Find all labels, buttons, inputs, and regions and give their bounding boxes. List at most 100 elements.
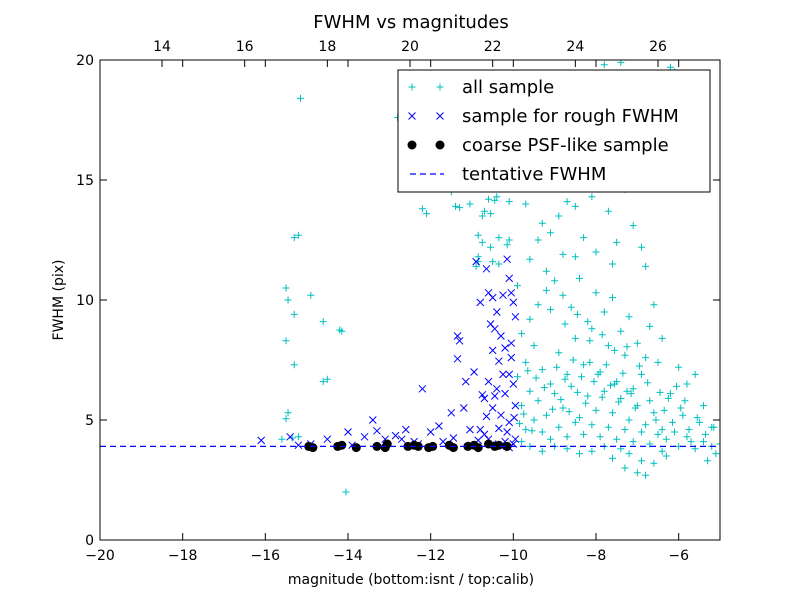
rough-fwhm-point xyxy=(449,434,458,442)
all-sample-point xyxy=(571,418,579,426)
all-sample-point xyxy=(592,406,600,414)
rough-fwhm-point xyxy=(397,435,406,444)
all-sample-point xyxy=(423,210,431,218)
all-sample-point xyxy=(451,202,459,210)
rough-fwhm-point xyxy=(344,428,352,436)
all-sample-point xyxy=(542,411,550,419)
axes: −20 −18 −16 −14 −12 −10 −8 −6 14 16 18 20 22 24 26 0 5 10… xyxy=(76,39,720,564)
rough-fwhm-point xyxy=(368,416,377,424)
y-tick-label: 15 xyxy=(76,173,94,189)
x-tick-label: −20 xyxy=(85,548,115,564)
all-sample-point xyxy=(693,414,701,422)
rough-fwhm-point xyxy=(391,431,400,440)
all-sample-point xyxy=(623,387,631,395)
all-sample-point xyxy=(621,464,629,472)
coarse-psf-point xyxy=(337,440,347,450)
all-sample-point xyxy=(526,387,534,395)
all-sample-point xyxy=(604,423,612,431)
legend-entry-label: all sample xyxy=(462,77,554,98)
top-x-tick-label: 20 xyxy=(401,39,419,55)
x-tick-label: −18 xyxy=(168,548,198,564)
all-sample-point xyxy=(513,282,521,290)
all-sample-point xyxy=(642,262,650,270)
all-sample-point xyxy=(559,291,567,299)
top-x-tick-label: 26 xyxy=(649,39,667,55)
all-sample-point xyxy=(611,380,619,388)
all-sample-point xyxy=(534,236,542,244)
all-sample-point xyxy=(540,384,548,392)
all-sample-point xyxy=(555,212,563,220)
all-sample-point xyxy=(660,406,668,414)
all-sample-point xyxy=(530,416,538,424)
coarse-psf-point xyxy=(382,439,392,449)
rough-fwhm-point xyxy=(418,384,427,393)
all-sample-point xyxy=(495,234,503,242)
rough-fwhm-point xyxy=(488,346,497,355)
all-sample-point xyxy=(436,83,444,91)
all-sample-point xyxy=(518,330,526,338)
rough-fwhm-point xyxy=(426,428,435,436)
rough-fwhm-point xyxy=(511,435,520,444)
plot-area xyxy=(100,60,720,496)
all-sample-point xyxy=(571,334,579,342)
all-sample-point xyxy=(594,370,602,378)
all-sample-point xyxy=(633,469,641,477)
all-sample-point xyxy=(629,438,637,446)
all-sample-point xyxy=(505,236,513,244)
all-sample-point xyxy=(557,396,565,404)
all-sample-point xyxy=(571,202,579,210)
coarse-psf-point xyxy=(448,443,458,453)
all-sample-point xyxy=(646,322,654,330)
coarse-psf-point xyxy=(308,443,318,453)
rough-fwhm-point xyxy=(497,411,505,420)
all-sample-point xyxy=(625,313,633,321)
coarse-psf-point xyxy=(502,441,512,451)
all-sample-point xyxy=(613,238,621,246)
all-sample-point xyxy=(592,248,600,256)
all-sample-point xyxy=(679,411,687,419)
x-tick-label: −14 xyxy=(333,548,363,564)
all-sample-point xyxy=(675,363,683,371)
all-sample-point xyxy=(635,362,643,370)
coarse-psf-point xyxy=(494,440,504,450)
all-sample-point xyxy=(551,390,559,398)
all-sample-point xyxy=(319,318,327,326)
all-sample-point xyxy=(654,358,662,366)
all-sample-point xyxy=(658,426,666,434)
all-sample-point xyxy=(563,433,571,441)
all-sample-point xyxy=(588,325,596,333)
all-sample-point xyxy=(617,394,625,402)
legend-coarse-marker xyxy=(407,140,417,150)
rough-fwhm-point xyxy=(507,288,516,297)
all-sample-point xyxy=(491,196,499,204)
coarse-psf-point xyxy=(413,441,423,451)
all-sample-point xyxy=(522,358,530,366)
all-sample-point xyxy=(563,445,571,453)
x-tick-label: −6 xyxy=(668,548,689,564)
rough-fwhm-point xyxy=(499,370,507,379)
all-sample-point xyxy=(532,374,540,382)
all-sample-point xyxy=(555,349,563,357)
all-sample-point xyxy=(534,397,542,405)
all-sample-point xyxy=(571,253,579,261)
all-sample-point xyxy=(278,435,286,443)
all-sample-point xyxy=(646,440,654,448)
all-sample-point xyxy=(586,337,594,345)
all-sample-point xyxy=(294,433,302,441)
all-sample-point xyxy=(588,421,596,429)
all-sample-point xyxy=(418,205,426,213)
rough-fwhm-point xyxy=(488,404,497,412)
all-sample-point xyxy=(668,418,676,426)
all-sample-point xyxy=(282,337,290,345)
all-sample-point xyxy=(716,440,720,448)
all-sample-point xyxy=(489,258,497,266)
all-sample-point xyxy=(284,296,292,304)
all-sample-point xyxy=(666,390,674,398)
all-sample-point xyxy=(338,327,346,335)
rough-fwhm-point xyxy=(490,392,499,400)
all-sample-point xyxy=(600,387,608,395)
all-sample-point xyxy=(704,457,712,465)
all-sample-point xyxy=(547,229,555,237)
rough-fwhm-point xyxy=(453,354,462,363)
